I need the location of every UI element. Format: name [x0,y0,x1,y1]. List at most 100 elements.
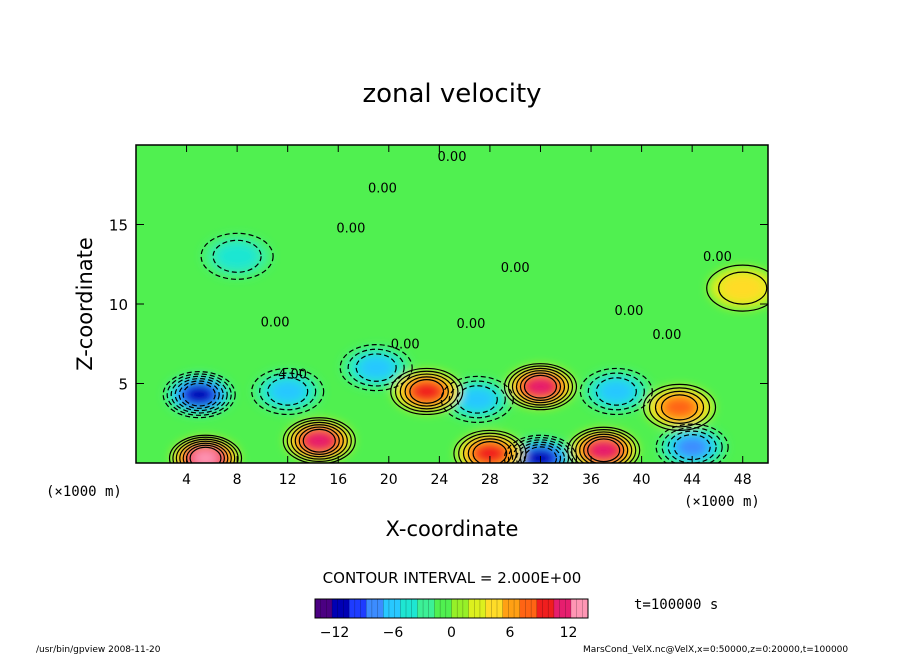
field-anomaly [459,387,496,412]
x-tick-label: 40 [633,472,651,488]
colorbar-swatch [349,599,367,618]
colorbar-swatch [400,599,418,618]
colorbar-swatch [451,599,470,618]
contour-line [503,363,578,411]
colorbar-swatch [417,599,435,618]
contour-line [467,438,513,463]
contour-line [654,390,705,424]
colorbar-swatch [383,599,401,618]
field-anomaly [720,274,765,303]
contour-line [575,431,633,463]
contour-line [355,353,397,382]
contour-line [507,365,574,408]
x-tick-label: 20 [380,472,398,488]
contour-line [571,429,637,463]
field-anomaly [598,379,635,404]
contour-line [511,367,570,406]
contour-label: 0.00 [703,250,732,265]
y-tick-label: 5 [118,376,128,394]
field-anomaly [269,379,306,404]
plot-area [136,145,768,463]
field-anomaly [526,377,555,397]
contour-line [294,424,344,458]
colorbar-swatch [485,599,504,618]
contour-label: 0.00 [368,182,397,197]
footer-left: /usr/bin/gpview 2008-11-20 [36,645,161,654]
field-anomaly [526,448,555,463]
contour-label: 0.00 [501,261,530,276]
x-tick-label: 36 [582,472,600,488]
contour-line [178,380,220,409]
contour-line [162,371,236,419]
contour-line [660,394,699,421]
contour-line [174,378,224,412]
field-anomaly [358,355,395,380]
contour-line [172,436,239,463]
contour-line [212,239,262,273]
contour-line [511,439,570,463]
x-axis-label: X-coordinate [386,517,519,541]
contour-line [170,375,228,414]
contour-line [642,383,717,431]
contour-line [298,426,340,456]
contour-line [453,429,527,463]
colorbar-swatch [434,599,452,618]
contour-line [673,434,711,461]
field-anomaly [215,242,260,271]
footer-right: MarsCond_VelX.nc@VelX,x=0:50000,z=0:2000… [583,645,848,654]
contour-label: -4.00 [273,368,307,383]
y-tick-label: 15 [109,217,128,235]
contour-line [472,441,508,463]
field-anomaly [192,449,219,463]
colorbar-tick-label: 0 [447,625,456,641]
contour-line [347,348,405,387]
x-tick-label: 4 [182,472,191,488]
x-tick-label: 32 [532,472,550,488]
contour-line [179,440,232,463]
x-tick-label: 8 [233,472,242,488]
colorbar-swatch [570,599,589,618]
field-anomaly [475,443,505,463]
colorbar-tick-label: 12 [560,625,578,641]
contour-line [286,419,352,463]
field-anomaly [305,431,334,451]
contour-label: 0.00 [336,221,365,236]
y-unit-label: (×1000 m) [46,484,122,500]
contour-line [404,376,449,407]
field-anomaly [411,381,442,402]
contour-label: 0.00 [614,304,643,319]
contour-line [339,344,413,392]
chart-title: zonal velocity [362,79,541,109]
contour-label: 0.00 [438,150,467,165]
contour-line [282,417,356,463]
contour-line [661,427,723,463]
contour-line [259,372,317,411]
colorbar-tick-label: −6 [383,625,404,641]
contour-line [655,423,729,463]
colorbar-swatch [502,599,521,618]
contour-label: 0.00 [652,328,681,343]
field-anomaly [663,396,696,418]
contour-line [523,374,558,399]
contour-line [579,367,653,416]
colorbar-swatch [366,599,384,618]
y-axis-label: Z-coordinate [73,237,97,371]
contour-line [595,377,637,406]
x-tick-label: 24 [430,472,448,488]
contour-line [168,434,243,463]
contour-line [462,435,517,463]
contour-interval-text: CONTOUR INTERVAL = 2.000E+00 [323,569,582,587]
contour-line [267,377,309,406]
contour-line [189,446,222,463]
contour-line [706,264,768,312]
contour-line [503,434,578,463]
contour-line [587,372,645,411]
x-tick-label: 44 [683,472,701,488]
contour-label: 0.00 [391,338,420,353]
contour-line [567,426,641,463]
contour-line [175,438,236,463]
colorbar-swatch [536,599,555,618]
x-tick-label: 28 [481,472,499,488]
contour-line [409,379,445,404]
